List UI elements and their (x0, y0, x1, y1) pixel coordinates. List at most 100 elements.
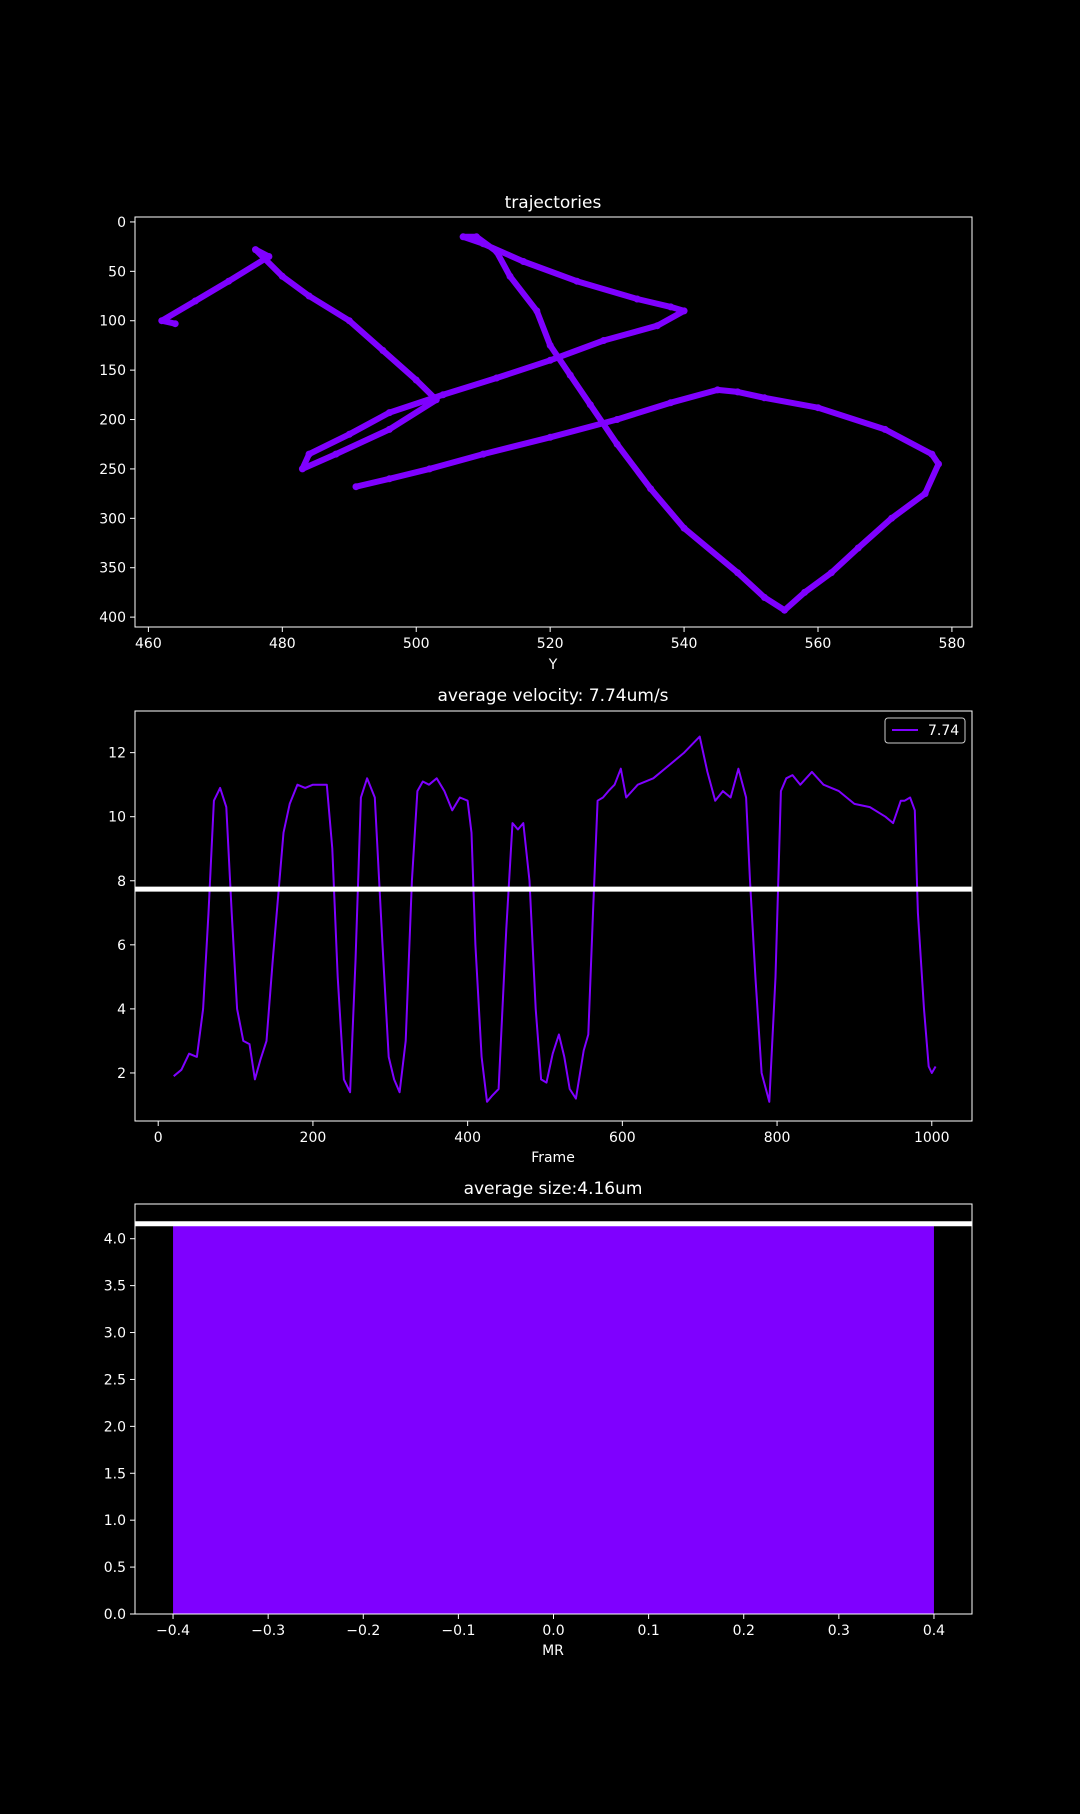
trajectories-title: trajectories (505, 193, 602, 213)
velocity-y-tick-label: 4 (117, 1002, 126, 1018)
velocity-x-tick-label: 1000 (914, 1130, 950, 1146)
size-y-tick-label: 3.5 (104, 1279, 126, 1295)
trajectories-y-tick-label: 300 (99, 511, 126, 527)
trajectory-point (667, 303, 674, 310)
trajectory-point (426, 465, 433, 472)
trajectory-point (600, 337, 607, 344)
trajectory-point (734, 388, 741, 395)
trajectory-point (413, 377, 420, 384)
velocity-y-tick-label: 6 (117, 938, 126, 954)
velocity-x-tick-label: 0 (154, 1130, 163, 1146)
trajectories-x-tick-label: 520 (537, 636, 564, 652)
trajectories-y-tick-label: 400 (99, 610, 126, 626)
trajectory-point (507, 273, 514, 280)
trajectory-point (225, 278, 232, 285)
trajectory-point (761, 394, 768, 401)
size-x-tick-label: −0.3 (251, 1623, 285, 1639)
velocity-x-tick-label: 600 (609, 1130, 636, 1146)
trajectory-point (306, 451, 313, 458)
trajectory-point (681, 525, 688, 532)
trajectory-point (801, 589, 808, 596)
trajectory-point (473, 233, 480, 240)
trajectories-x-axis-label: Y (548, 657, 558, 673)
trajectory-point (252, 246, 259, 253)
trajectory-point (614, 416, 621, 423)
trajectory-point (493, 375, 500, 382)
trajectory-point (158, 317, 165, 324)
trajectory-point (681, 307, 688, 314)
size-y-tick-label: 0.5 (104, 1560, 126, 1576)
trajectory-point (888, 515, 895, 522)
size-y-tick-label: 1.5 (104, 1466, 126, 1482)
trajectory-point (573, 278, 580, 285)
trajectories-y-tick-label: 250 (99, 462, 126, 478)
size-x-axis-label: MR (542, 1643, 564, 1659)
size-x-tick-label: 0.0 (542, 1623, 564, 1639)
trajectory-point (386, 426, 393, 433)
velocity-y-tick-label: 2 (117, 1066, 126, 1082)
trajectory-point (647, 485, 654, 492)
trajectory-point (935, 461, 942, 468)
trajectory-point (734, 569, 741, 576)
trajectories-y-tick-label: 200 (99, 413, 126, 429)
size-x-tick-label: 0.3 (828, 1623, 850, 1639)
trajectory-point (346, 431, 353, 438)
trajectories-x-tick-label: 480 (269, 636, 296, 652)
trajectory-point (547, 342, 554, 349)
size-y-tick-label: 1.0 (104, 1513, 126, 1529)
size-y-tick-label: 0.0 (104, 1607, 126, 1623)
trajectory-point (882, 426, 889, 433)
trajectory-point (379, 347, 386, 354)
size-x-tick-label: −0.4 (156, 1623, 190, 1639)
trajectory-point (761, 594, 768, 601)
velocity-y-tick-label: 8 (117, 874, 126, 890)
trajectory-point (299, 465, 306, 472)
trajectory-point (480, 240, 487, 247)
trajectory-point (172, 320, 179, 327)
size-y-tick-label: 2.0 (104, 1419, 126, 1435)
trajectory-point (547, 434, 554, 441)
trajectory-point (520, 258, 527, 265)
size-x-tick-label: 0.1 (637, 1623, 659, 1639)
velocity-x-tick-label: 200 (300, 1130, 327, 1146)
trajectory-point (714, 386, 721, 393)
size-x-tick-label: −0.1 (441, 1623, 475, 1639)
trajectory-point (828, 569, 835, 576)
trajectory-point (587, 401, 594, 408)
trajectories-x-tick-label: 580 (939, 636, 966, 652)
trajectory-point (346, 317, 353, 324)
trajectory-point (855, 545, 862, 552)
velocity-legend-label: 7.74 (928, 723, 959, 739)
size-x-tick-label: 0.2 (733, 1623, 755, 1639)
size-y-tick-label: 3.0 (104, 1326, 126, 1342)
velocity-y-tick-label: 12 (108, 746, 126, 762)
size-y-tick-label: 4.0 (104, 1232, 126, 1248)
trajectory-point (922, 490, 929, 497)
trajectory-point (781, 607, 788, 614)
trajectory-point (533, 307, 540, 314)
trajectory-point (815, 404, 822, 411)
trajectories-x-tick-label: 460 (135, 636, 162, 652)
size-bar (173, 1224, 934, 1614)
trajectories-x-tick-label: 540 (671, 636, 698, 652)
trajectories-y-tick-label: 150 (99, 363, 126, 379)
velocity-x-tick-label: 400 (454, 1130, 481, 1146)
trajectory-point (386, 475, 393, 482)
trajectory-point (386, 409, 393, 416)
trajectories-y-tick-label: 0 (117, 215, 126, 231)
velocity-x-tick-label: 800 (764, 1130, 791, 1146)
size-y-tick-label: 2.5 (104, 1372, 126, 1388)
trajectory-point (440, 391, 447, 398)
size-x-tick-label: 0.4 (923, 1623, 945, 1639)
trajectory-point (279, 273, 286, 280)
trajectory-point (667, 399, 674, 406)
velocity-y-tick-label: 10 (108, 810, 126, 826)
velocity-title: average velocity: 7.74um/s (437, 686, 668, 706)
trajectories-x-tick-label: 560 (805, 636, 832, 652)
trajectory-point (265, 253, 272, 260)
trajectory-point (480, 451, 487, 458)
trajectory-point (654, 322, 661, 329)
trajectory-point (332, 451, 339, 458)
size-title: average size:4.16um (464, 1179, 643, 1199)
